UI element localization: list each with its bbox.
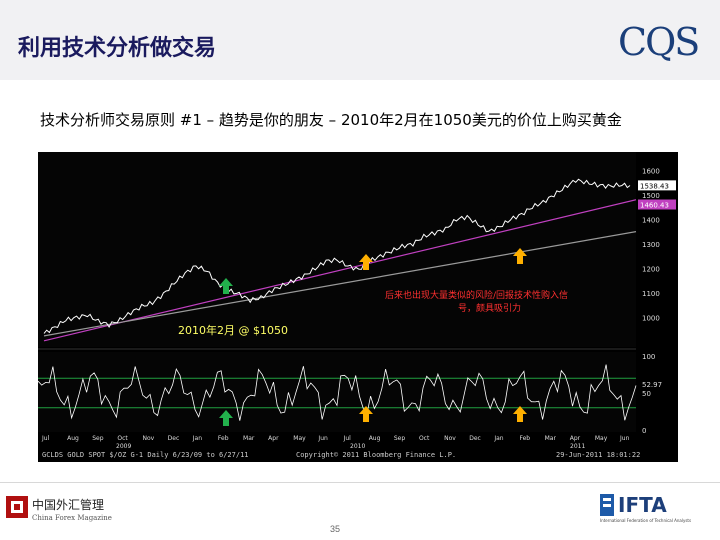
x-tick-label: May (293, 435, 306, 442)
page-number: 35 (330, 524, 341, 534)
later-note-line2: 号，颇具吸引力 (458, 302, 521, 314)
x-tick-label: Feb (218, 435, 229, 442)
x-tick-label: Jan (493, 435, 503, 442)
price-series-line (43, 178, 631, 334)
ifta-subtext: International Federation of Technical An… (600, 518, 691, 523)
x-tick-label: Jan (192, 435, 202, 442)
price-tick-label: 1300 (642, 241, 660, 249)
chart-footer-right: 29-Jun-2011 18:01:22 (556, 451, 640, 459)
x-tick-label: Oct (419, 435, 430, 442)
osc-tick-label: 0 (642, 427, 646, 435)
x-year-label: 2011 (570, 443, 585, 450)
x-tick-label: Jul (41, 435, 50, 442)
entry-annotation: 2010年2月 @ $1050 (178, 323, 288, 337)
osc-value-label: 52.97 (642, 381, 662, 389)
x-tick-label: Dec (168, 435, 180, 442)
price-label-box (638, 180, 676, 191)
chart-footer-left: GCLDS GOLD SPOT $/OZ G-1 Daily 6/23/09 t… (42, 451, 249, 459)
price-label-box (638, 199, 676, 210)
price-label: 1460.43 (640, 202, 669, 210)
price-tick-label: 1400 (642, 216, 660, 224)
x-year-label: 2010 (350, 443, 365, 450)
x-tick-label: Mar (243, 435, 255, 442)
later-note-line1: 后来也出现大量类似的风险/回报技术性购入信 (385, 289, 568, 301)
x-tick-label: Oct (117, 435, 128, 442)
price-tick-label: 1600 (642, 167, 660, 175)
osc-tick-label: 100 (642, 353, 655, 361)
header-bar: 利用技术分析做交易 CQS (0, 0, 720, 80)
x-tick-label: Apr (570, 435, 581, 442)
osc-tick-label: 50 (642, 390, 651, 398)
x-tick-label: May (595, 435, 608, 442)
oscillator-line (37, 364, 637, 421)
ifta-text: IFTA (618, 493, 667, 517)
chart-svg: 16001500140013001200110010001538.431460.… (37, 152, 678, 462)
price-tick-label: 1200 (642, 265, 660, 273)
arrow-up-icon (513, 406, 527, 422)
x-tick-label: Nov (143, 435, 155, 442)
x-tick-label: Jun (317, 435, 328, 442)
arrow-up-icon (513, 248, 527, 264)
ifta-logo: IFTA International Federation of Technic… (600, 493, 691, 523)
arrow-up-icon (359, 254, 373, 270)
price-tick-label: 1500 (642, 192, 660, 200)
cqs-logo: CQS (618, 20, 700, 64)
arrow-up-icon (359, 406, 373, 422)
china-forex-logo: 中国外汇管理 China Forex Magazine (6, 496, 112, 522)
x-year-label: 2009 (116, 443, 131, 450)
cn-logo-text: 中国外汇管理 (32, 497, 104, 512)
arrow-up-icon (219, 278, 233, 294)
footer-divider (0, 482, 720, 483)
x-tick-label: Dec (469, 435, 481, 442)
x-tick-label: Apr (268, 435, 279, 442)
chart-footer-center: Copyright© 2011 Bloomberg Finance L.P. (296, 451, 456, 459)
x-tick-label: Aug (67, 435, 79, 442)
x-tick-label: Aug (369, 435, 381, 442)
trend-line-grey (43, 231, 637, 337)
x-tick-label: Nov (444, 435, 456, 442)
x-tick-label: Feb (519, 435, 530, 442)
cn-logo-subtext: China Forex Magazine (32, 514, 112, 522)
arrow-up-icon (219, 410, 233, 426)
x-tick-label: Mar (545, 435, 557, 442)
price-panel (38, 152, 636, 347)
trend-line-magenta (43, 199, 637, 342)
slide-subtitle: 技术分析师交易原则 #1 – 趋势是你的朋友 – 2010年2月在1050美元的… (40, 111, 622, 129)
price-label: 1538.43 (640, 182, 669, 190)
page-title: 利用技术分析做交易 (18, 36, 217, 61)
gold-chart: 1600 1500 1400 1300 1200 1100 1000 1538.43 1460.… (37, 152, 678, 462)
x-tick-label: Sep (92, 435, 104, 442)
x-tick-label: Sep (394, 435, 406, 442)
price-tick-label: 1000 (642, 314, 660, 322)
x-tick-label: Jun (619, 435, 630, 442)
oscillator-panel (38, 352, 636, 432)
price-tick-label: 1100 (642, 290, 660, 298)
x-tick-label: Jul (343, 435, 352, 442)
